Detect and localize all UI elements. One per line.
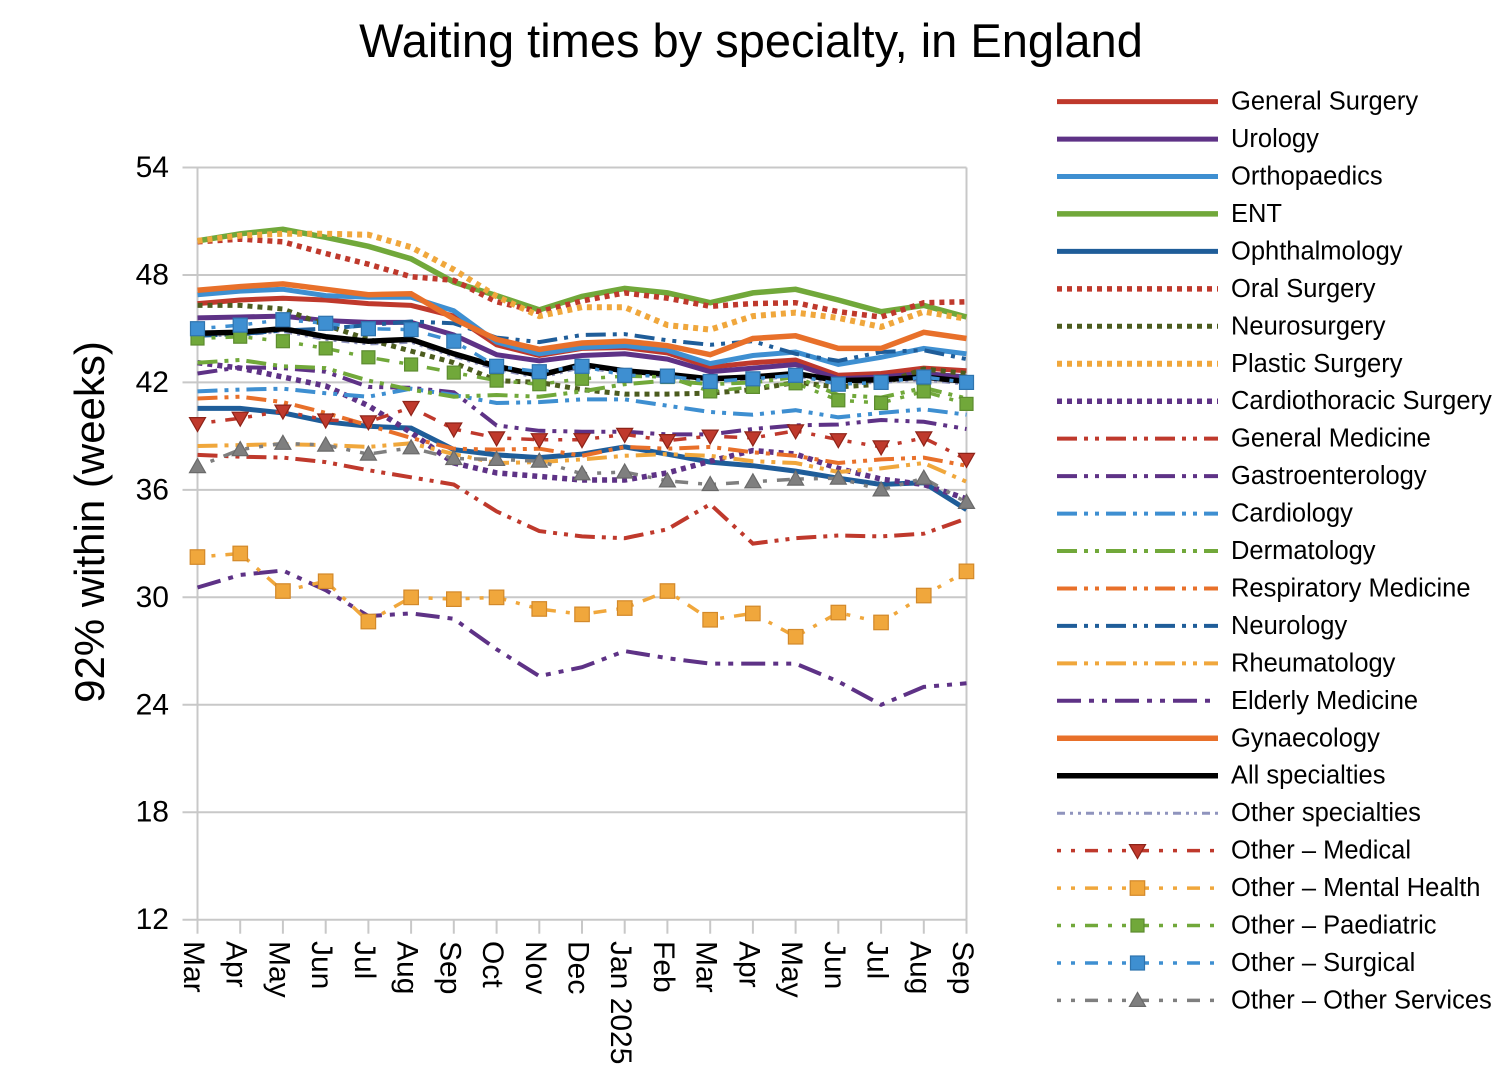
- svg-text:54: 54: [136, 151, 169, 184]
- svg-text:Jun: Jun: [818, 941, 851, 989]
- svg-text:Gastroenterology: Gastroenterology: [1231, 462, 1427, 490]
- svg-text:Other – Mental Health: Other – Mental Health: [1231, 874, 1480, 902]
- svg-text:Other specialties: Other specialties: [1231, 799, 1421, 827]
- svg-text:Respiratory Medicine: Respiratory Medicine: [1231, 575, 1471, 603]
- svg-text:Aug: Aug: [903, 941, 936, 994]
- svg-text:Other – Medical: Other – Medical: [1231, 837, 1411, 865]
- svg-text:Cardiology: Cardiology: [1231, 500, 1353, 528]
- svg-text:General Surgery: General Surgery: [1231, 88, 1418, 116]
- svg-text:24: 24: [136, 688, 169, 721]
- svg-text:Rheumatology: Rheumatology: [1231, 649, 1396, 677]
- svg-text:12: 12: [136, 903, 169, 936]
- svg-text:Orthopaedics: Orthopaedics: [1231, 163, 1383, 191]
- svg-text:Other – Surgical: Other – Surgical: [1231, 949, 1415, 977]
- svg-text:Oral Surgery: Oral Surgery: [1231, 275, 1376, 303]
- svg-text:Oct: Oct: [476, 941, 509, 988]
- svg-text:Plastic Surgery: Plastic Surgery: [1231, 350, 1403, 378]
- svg-text:Other – Other Services: Other – Other Services: [1231, 986, 1492, 1014]
- svg-text:General Medicine: General Medicine: [1231, 425, 1431, 453]
- svg-text:92% within (weeks): 92% within (weeks): [66, 341, 113, 703]
- svg-text:Neurology: Neurology: [1231, 612, 1347, 640]
- svg-text:Mar: Mar: [690, 941, 723, 993]
- svg-text:All specialties: All specialties: [1231, 762, 1385, 790]
- svg-text:Aug: Aug: [391, 941, 424, 994]
- svg-text:ENT: ENT: [1231, 200, 1282, 228]
- svg-text:Other – Paediatric: Other – Paediatric: [1231, 912, 1437, 940]
- svg-text:Apr: Apr: [220, 941, 253, 988]
- svg-text:Gynaecology: Gynaecology: [1231, 724, 1380, 752]
- svg-text:Mar: Mar: [177, 941, 210, 993]
- svg-text:42: 42: [136, 366, 169, 399]
- svg-text:Sep: Sep: [946, 941, 979, 994]
- svg-text:Apr: Apr: [732, 941, 765, 988]
- svg-text:Elderly Medicine: Elderly Medicine: [1231, 687, 1418, 715]
- svg-text:Nov: Nov: [519, 941, 552, 994]
- svg-text:30: 30: [136, 581, 169, 614]
- svg-text:Ophthalmology: Ophthalmology: [1231, 237, 1403, 265]
- svg-text:48: 48: [136, 259, 169, 292]
- svg-text:Urology: Urology: [1231, 125, 1319, 153]
- svg-text:May: May: [775, 941, 808, 998]
- svg-text:18: 18: [136, 796, 169, 829]
- svg-text:Waiting times by specialty, in: Waiting times by specialty, in England: [359, 14, 1143, 67]
- svg-text:Jan 2025: Jan 2025: [604, 941, 637, 1064]
- svg-text:Jun: Jun: [305, 941, 338, 989]
- svg-text:May: May: [262, 941, 295, 998]
- svg-text:Neurosurgery: Neurosurgery: [1231, 312, 1386, 340]
- svg-text:Sep: Sep: [433, 941, 466, 994]
- svg-text:Jul: Jul: [348, 941, 381, 979]
- svg-text:Jul: Jul: [861, 941, 894, 979]
- svg-text:Cardiothoracic Surgery: Cardiothoracic Surgery: [1231, 387, 1492, 415]
- svg-text:Feb: Feb: [647, 941, 680, 993]
- svg-text:Dermatology: Dermatology: [1231, 537, 1376, 565]
- svg-text:36: 36: [136, 473, 169, 506]
- svg-text:Dec: Dec: [562, 941, 595, 994]
